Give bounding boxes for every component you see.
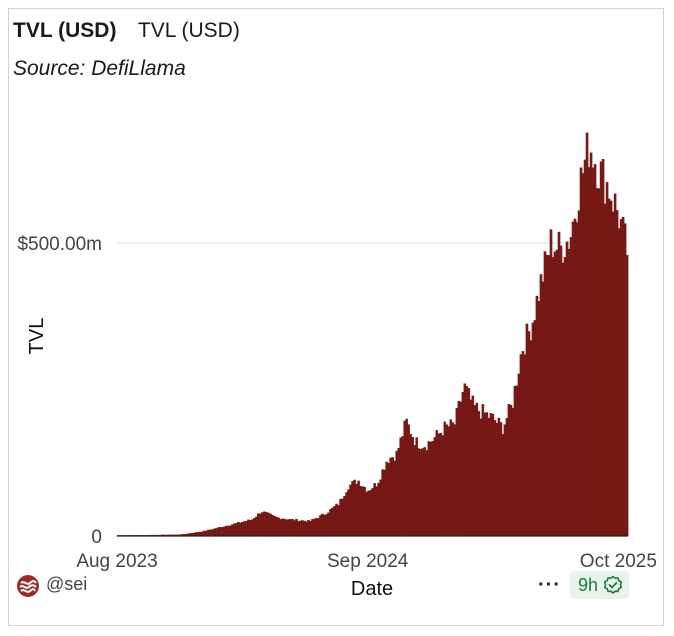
author-handle[interactable]: @sei <box>46 574 88 594</box>
axes: 0 $500.00m Aug 2023 Sep 2024 Oct 2025 Date TVL <box>17 234 656 600</box>
x-axis-title: Date <box>351 578 393 600</box>
update-age-text: 9h <box>578 574 599 595</box>
more-options-button[interactable]: ··· <box>538 574 561 596</box>
tvl-bar[interactable] <box>625 255 629 537</box>
x-tick-label: Aug 2023 <box>76 551 157 572</box>
y-tick-label: $500.00m <box>17 234 102 255</box>
y-axis-title: TVL <box>26 318 48 355</box>
bar-series <box>116 132 629 537</box>
chart-source: Source: DefiLlama <box>13 57 186 80</box>
update-age-badge[interactable]: 9h <box>570 571 630 599</box>
sei-logo-icon <box>17 575 39 597</box>
chart-title-row: TVL (USD) TVL (USD) <box>13 19 240 43</box>
y-tick-label: 0 <box>91 527 102 548</box>
x-tick-label: Oct 2025 <box>580 551 657 572</box>
chart-title: TVL (USD) <box>13 19 117 42</box>
chart-series-label: TVL (USD) <box>137 19 240 42</box>
verified-check-icon <box>603 575 623 594</box>
x-tick-label: Sep 2024 <box>327 551 409 572</box>
